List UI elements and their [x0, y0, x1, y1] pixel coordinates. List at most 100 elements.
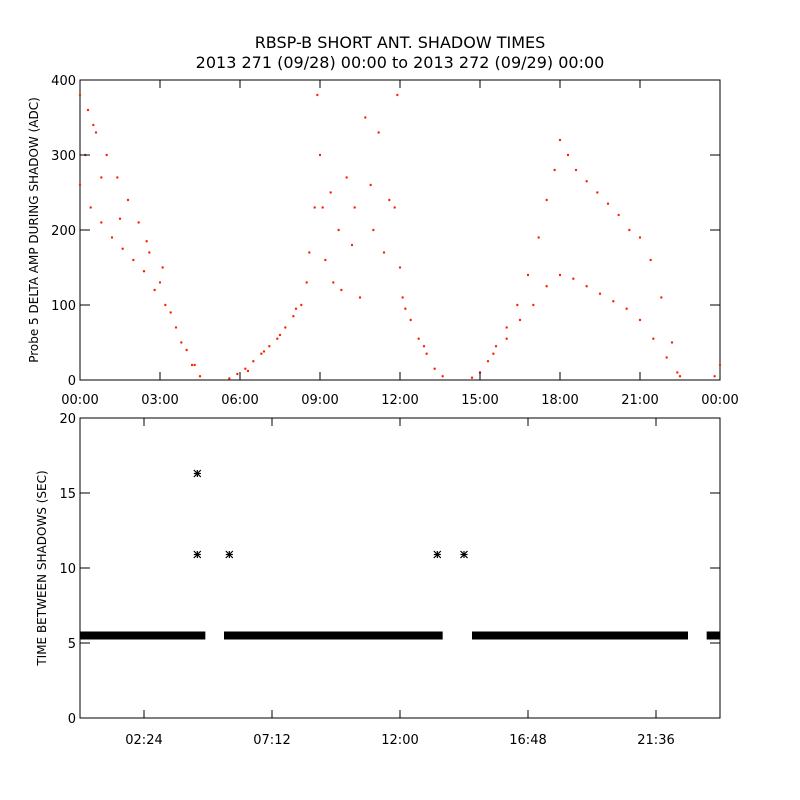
amplitude-point	[401, 296, 404, 299]
amplitude-x-tick-label: 21:00	[621, 393, 658, 408]
amplitude-point	[350, 243, 354, 247]
amplitude-point	[396, 93, 399, 97]
amplitude-point	[118, 217, 122, 220]
amplitude-point	[526, 273, 530, 277]
amplitude-point	[236, 372, 239, 376]
amplitude-point	[185, 348, 188, 352]
amplitude-point	[174, 326, 178, 329]
interval-baseline-series	[80, 631, 206, 640]
amplitude-point	[300, 303, 303, 307]
amplitude-point	[92, 123, 95, 127]
amplitude-point	[388, 198, 391, 202]
amplitude-point	[132, 258, 135, 262]
amplitude-point	[676, 371, 679, 374]
interval-frame	[79, 417, 721, 719]
amplitude-point	[678, 375, 682, 378]
amplitude-point	[545, 285, 548, 288]
amplitude-point	[164, 303, 167, 307]
amplitude-point	[382, 251, 386, 254]
amplitude-point	[94, 131, 98, 134]
amplitude-point	[417, 337, 420, 340]
amplitude-point	[532, 303, 535, 307]
interval-outlier-point	[225, 550, 234, 559]
amplitude-point	[145, 240, 148, 243]
amplitude-point	[505, 326, 508, 329]
amplitude-point	[137, 221, 140, 224]
amplitude-point	[364, 116, 367, 119]
amplitude-frame	[79, 79, 721, 381]
interval-baseline-series	[706, 631, 720, 640]
amplitude-point	[612, 300, 615, 303]
amplitude-point	[292, 315, 295, 318]
amplitude-point	[585, 285, 588, 288]
amplitude-point	[198, 375, 202, 378]
amplitude-point	[713, 375, 716, 378]
interval-y-tick-label: 5	[68, 637, 76, 652]
amplitude-point	[116, 176, 119, 179]
amplitude-point	[252, 360, 255, 363]
amplitude-ticks: 00:00 03:00 06:00 09:00 12:00 15:00 18:00 21:00…	[51, 74, 739, 408]
amplitude-point	[404, 307, 407, 310]
interval-panel: 02:24 07:12 12:00 16:48 21:36 0 5 10 15 20 TIME B…	[35, 412, 721, 748]
amplitude-point	[433, 367, 436, 370]
amplitude-y-tick-label: 300	[51, 149, 76, 164]
amplitude-point	[324, 258, 327, 262]
amplitude-point	[121, 247, 124, 250]
interval-outlier-point	[193, 550, 202, 559]
amplitude-point	[516, 303, 519, 307]
amplitude-point	[180, 341, 183, 344]
amplitude-point	[278, 333, 282, 337]
amplitude-point	[284, 326, 287, 329]
interval-outlier-point	[193, 469, 202, 478]
amplitude-y-tick-label: 100	[51, 299, 76, 314]
amplitude-point	[126, 198, 130, 202]
amplitude-point	[566, 153, 570, 157]
amplitude-x-tick-label: 15:00	[461, 393, 498, 408]
amplitude-point	[262, 350, 266, 353]
amplitude-point	[660, 296, 663, 299]
amplitude-y-axis-label: Probe 5 DELTA AMP DURING SHADOW (ADC)	[27, 97, 41, 363]
amplitude-y-tick-label: 200	[51, 224, 76, 239]
interval-x-tick-label: 07:12	[253, 733, 290, 748]
chart-subtitle: 2013 271 (09/28) 00:00 to 2013 272 (09/2…	[196, 53, 605, 72]
amplitude-point	[345, 176, 348, 179]
amplitude-point	[470, 376, 474, 379]
amplitude-point	[153, 288, 156, 292]
amplitude-point	[100, 221, 103, 224]
amplitude-point	[638, 236, 642, 239]
amplitude-point	[486, 360, 490, 363]
amplitude-point	[332, 281, 335, 284]
amplitude-point	[518, 318, 522, 322]
amplitude-point	[617, 213, 620, 217]
interval-outlier-point	[460, 550, 468, 559]
amplitude-x-tick-label: 18:00	[541, 393, 578, 408]
amplitude-point	[598, 292, 602, 295]
amplitude-point	[628, 228, 631, 232]
interval-x-tick-label: 12:00	[381, 733, 418, 748]
amplitude-point	[585, 180, 588, 183]
interval-baseline-series	[472, 631, 688, 640]
amplitude-point	[190, 363, 194, 367]
amplitude-point	[606, 202, 610, 205]
amplitude-point	[228, 377, 231, 380]
amplitude-point	[393, 206, 396, 209]
amplitude-point	[340, 288, 343, 292]
amplitude-point	[169, 311, 172, 314]
amplitude-point	[670, 341, 674, 344]
amplitude-point	[268, 345, 271, 348]
amplitude-point	[625, 307, 628, 310]
amplitude-point	[558, 273, 562, 277]
amplitude-point	[276, 337, 279, 340]
amplitude-points	[78, 93, 722, 380]
interval-y-tick-label: 0	[68, 712, 76, 727]
amplitude-point	[244, 367, 247, 370]
amplitude-point	[161, 266, 164, 269]
amplitude-point	[86, 108, 90, 112]
amplitude-point	[358, 296, 362, 299]
amplitude-point	[422, 345, 426, 348]
amplitude-point	[353, 206, 356, 209]
amplitude-x-tick-label: 00:00	[701, 393, 738, 408]
amplitude-y-tick-label: 400	[51, 74, 76, 89]
